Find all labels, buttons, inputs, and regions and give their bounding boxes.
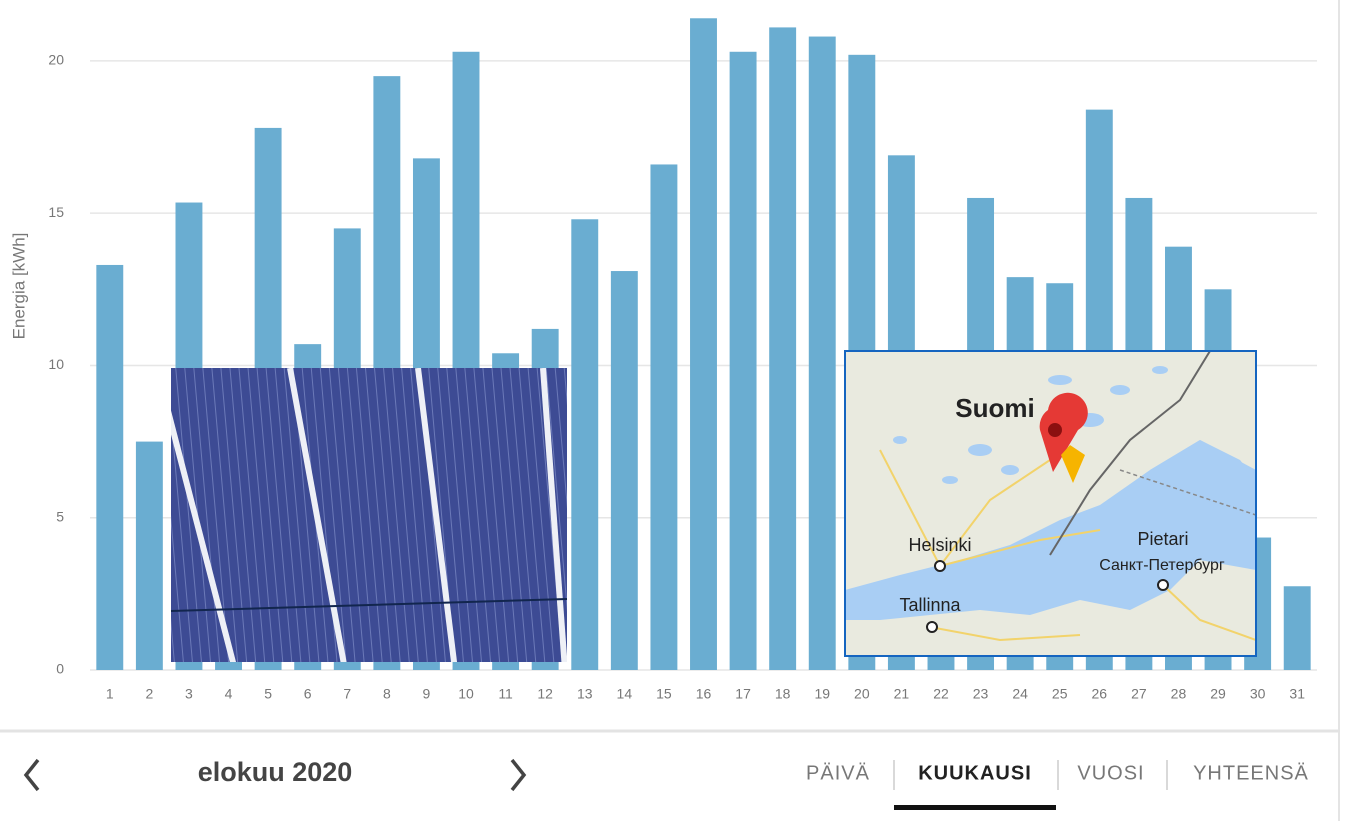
bar bbox=[690, 18, 717, 671]
x-tick-label: 15 bbox=[656, 686, 672, 702]
x-tick-label: 25 bbox=[1052, 686, 1068, 702]
map-label: Suomi bbox=[955, 393, 1034, 423]
x-tick-label: 28 bbox=[1171, 686, 1187, 702]
x-tick-label: 23 bbox=[973, 686, 989, 702]
bar bbox=[1283, 586, 1311, 670]
tab[interactable]: PÄIVÄ bbox=[806, 762, 870, 784]
x-tick-label: 22 bbox=[933, 686, 949, 702]
tab-active[interactable]: KUUKAUSI bbox=[918, 762, 1032, 784]
prev-button[interactable] bbox=[23, 758, 40, 792]
y-tick-label: 15 bbox=[48, 204, 64, 220]
bar bbox=[769, 27, 797, 670]
x-tick-label: 27 bbox=[1131, 686, 1147, 702]
tab[interactable]: VUOSI bbox=[1077, 762, 1144, 784]
map-label: Санкт-Петербург bbox=[1099, 557, 1225, 574]
x-tick-label: 31 bbox=[1289, 686, 1305, 702]
x-tick-label: 1 bbox=[106, 686, 114, 702]
x-tick-label: 19 bbox=[814, 686, 830, 702]
bar bbox=[571, 219, 599, 671]
x-tick-label: 2 bbox=[145, 686, 153, 702]
period-label: elokuu 2020 bbox=[198, 757, 353, 787]
x-tick-label: 8 bbox=[383, 686, 391, 702]
x-tick-label: 12 bbox=[537, 686, 553, 702]
map-label: Tallinna bbox=[899, 595, 961, 615]
x-tick-label: 24 bbox=[1012, 686, 1028, 702]
bar bbox=[135, 441, 163, 670]
bar bbox=[96, 264, 124, 670]
map-label: Pietari bbox=[1137, 529, 1188, 549]
x-tick-label: 3 bbox=[185, 686, 193, 702]
x-tick-label: 14 bbox=[617, 686, 633, 702]
y-tick-label: 10 bbox=[48, 356, 64, 372]
tab[interactable]: YHTEENSÄ bbox=[1193, 762, 1309, 784]
x-tick-label: 17 bbox=[735, 686, 751, 702]
next-button[interactable] bbox=[510, 758, 527, 792]
x-tick-label: 21 bbox=[894, 686, 910, 702]
x-tick-label: 6 bbox=[304, 686, 312, 702]
x-tick-label: 30 bbox=[1250, 686, 1266, 702]
y-axis-label: Energia [kWh] bbox=[9, 233, 28, 340]
x-tick-label: 29 bbox=[1210, 686, 1226, 702]
x-tick-label: 26 bbox=[1092, 686, 1108, 702]
x-tick-label: 20 bbox=[854, 686, 870, 702]
bar bbox=[610, 271, 638, 670]
y-tick-label: 20 bbox=[48, 52, 64, 68]
x-tick-label: 16 bbox=[696, 686, 712, 702]
x-tick-label: 7 bbox=[343, 686, 351, 702]
x-tick-label: 18 bbox=[775, 686, 791, 702]
y-tick-label: 0 bbox=[56, 661, 64, 677]
x-tick-label: 11 bbox=[498, 686, 513, 702]
y-tick-label: 5 bbox=[56, 508, 64, 524]
bar bbox=[650, 164, 678, 671]
map-label: Helsinki bbox=[908, 535, 971, 555]
x-tick-label: 9 bbox=[423, 686, 431, 702]
x-tick-label: 13 bbox=[577, 686, 593, 702]
x-tick-label: 4 bbox=[225, 686, 233, 702]
map-image: Suomi Helsinki Pietari Санкт-Петербург T… bbox=[844, 350, 1257, 657]
x-tick-label: 5 bbox=[264, 686, 272, 702]
bar bbox=[729, 51, 757, 671]
tab-underline bbox=[894, 805, 1056, 810]
x-tick-label: 10 bbox=[458, 686, 474, 702]
solar-panel-photo bbox=[170, 368, 568, 662]
bar bbox=[808, 36, 836, 670]
